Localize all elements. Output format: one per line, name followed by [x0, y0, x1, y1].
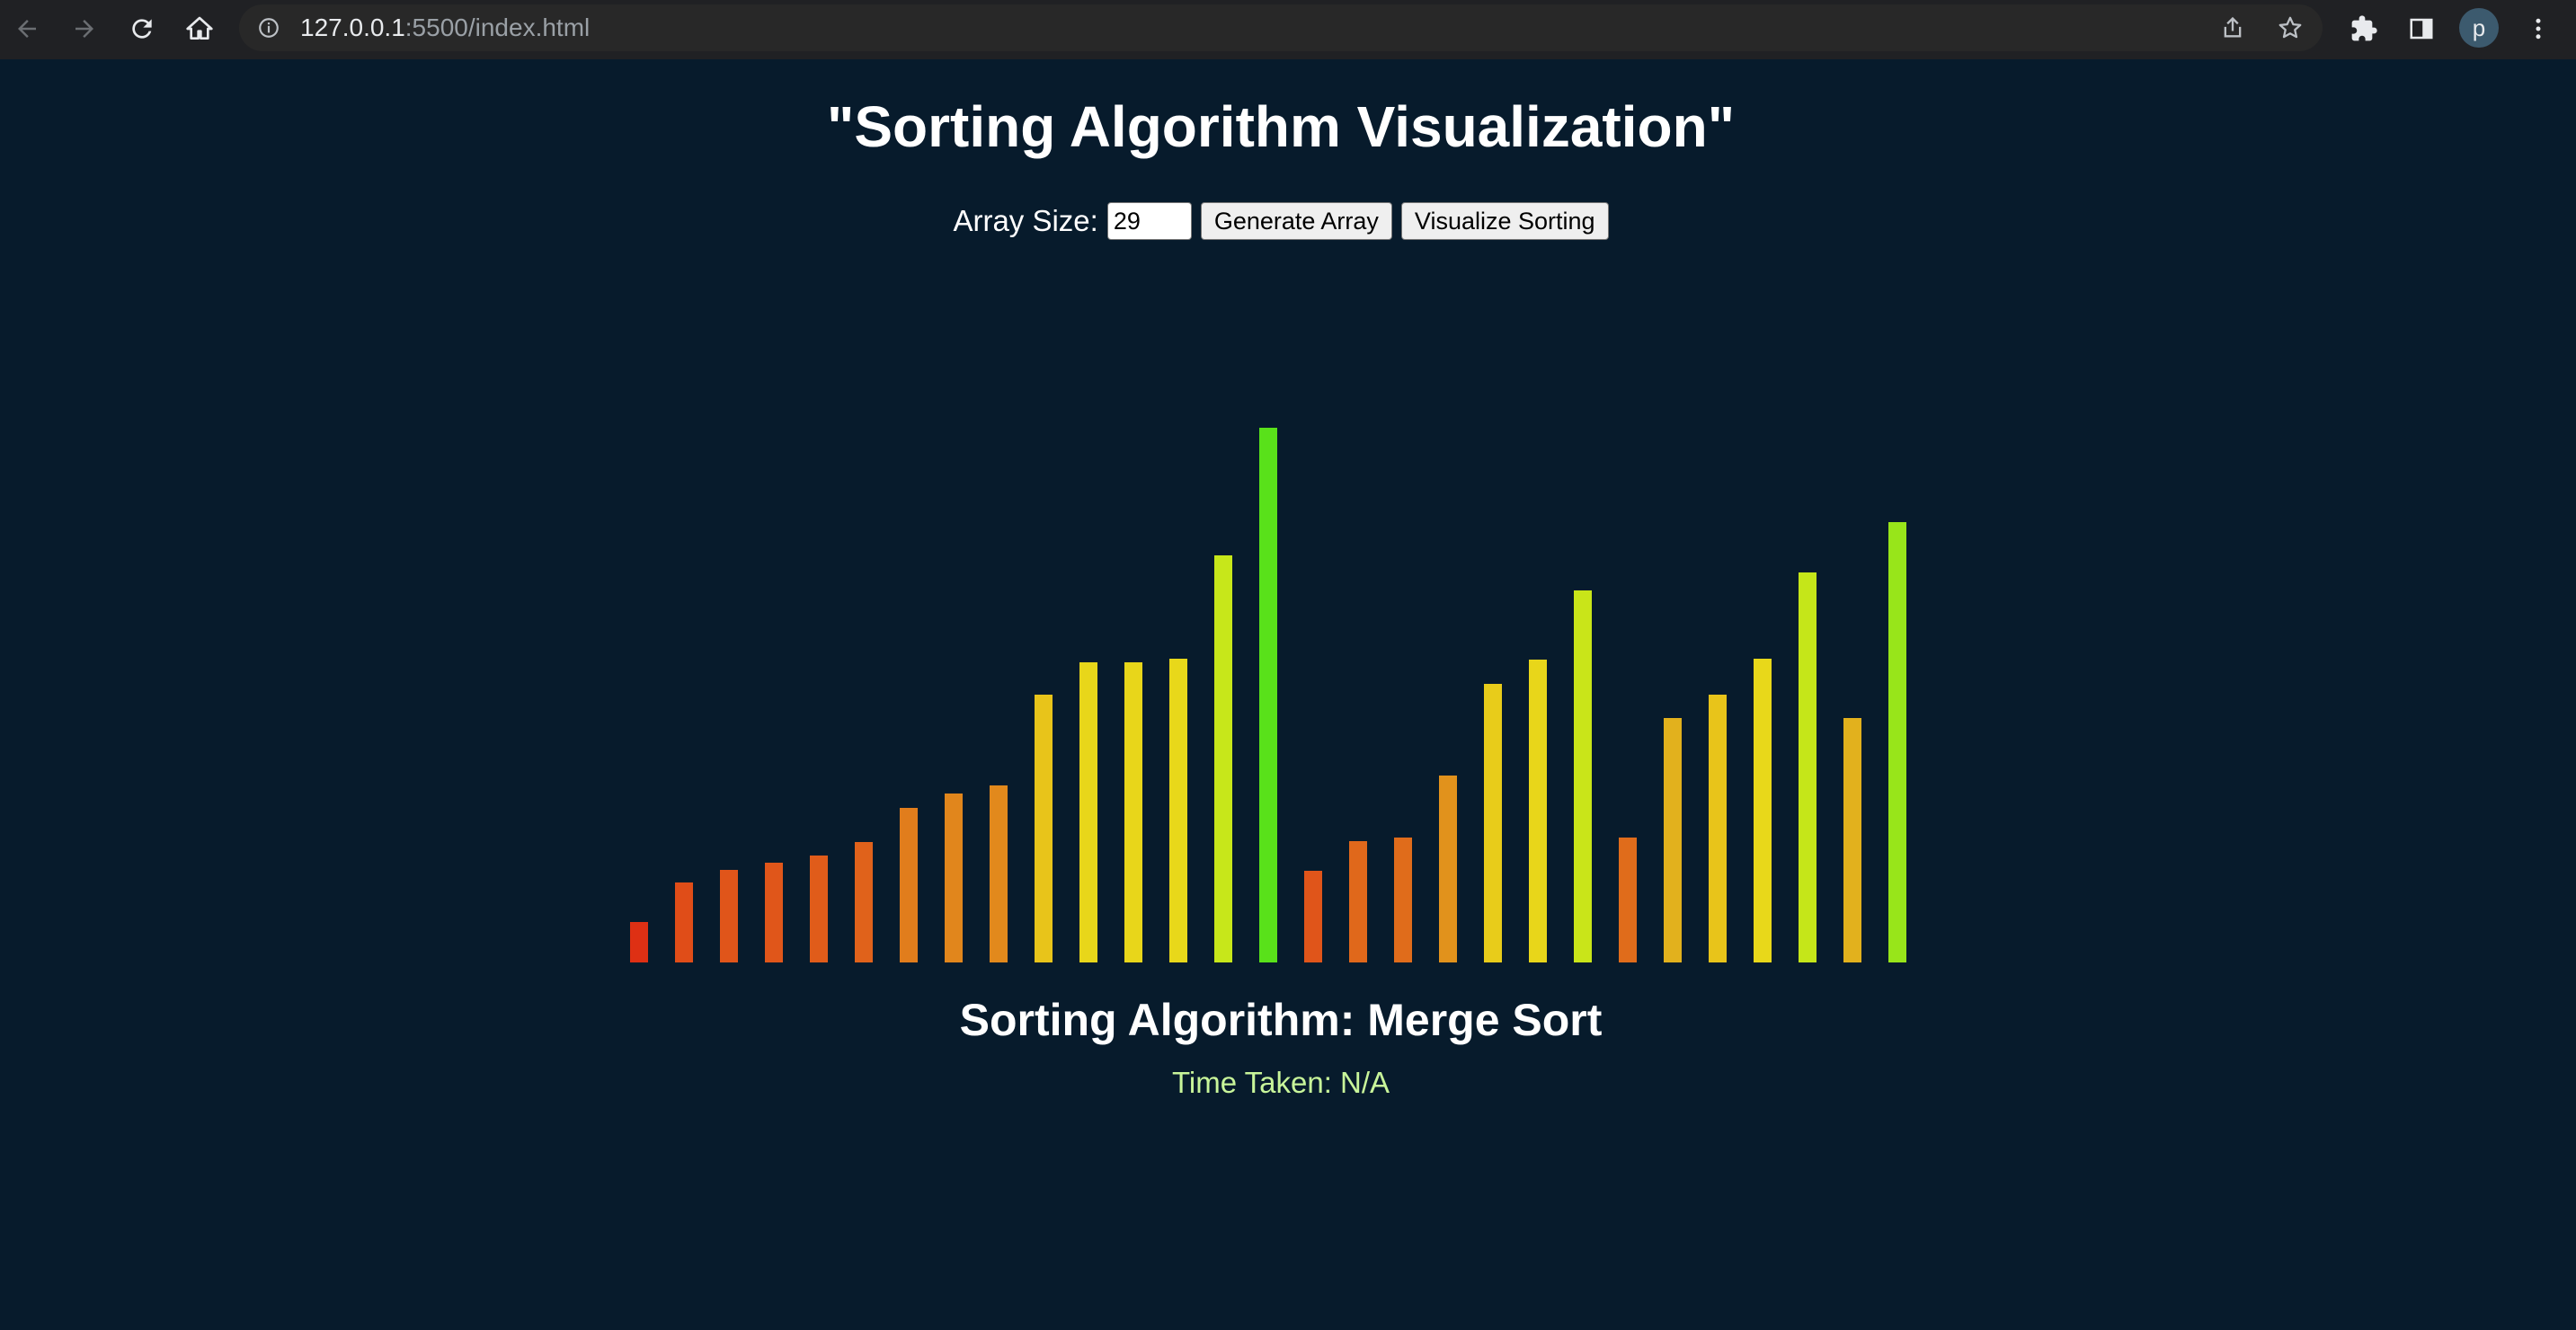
star-icon	[2278, 16, 2302, 39]
url-path: :5500/index.html	[404, 13, 591, 41]
home-button[interactable]	[180, 9, 219, 49]
array-bar	[720, 870, 738, 962]
puzzle-icon	[2351, 15, 2377, 41]
side-panel-icon	[2410, 18, 2433, 40]
visualize-sorting-button[interactable]: Visualize Sorting	[1400, 202, 1609, 240]
array-bar	[1619, 838, 1637, 962]
reload-icon	[132, 19, 152, 39]
site-info-icon[interactable]	[257, 16, 280, 40]
array-bar	[1214, 555, 1232, 962]
array-bar	[1843, 718, 1861, 962]
share-button[interactable]	[2218, 13, 2247, 42]
array-bar	[675, 882, 693, 962]
bar-chart	[0, 59, 2576, 1330]
share-icon	[2224, 16, 2242, 38]
array-bar	[810, 856, 828, 962]
array-bar	[1304, 871, 1322, 962]
array-bar	[1035, 695, 1053, 962]
array-bar	[765, 863, 783, 962]
address-bar[interactable]: 127.0.0.1:5500/index.html	[239, 4, 2323, 51]
array-bar	[990, 785, 1008, 962]
array-bar	[855, 842, 873, 962]
url-host: 127.0.0.1	[300, 13, 405, 41]
array-bar	[1664, 718, 1682, 962]
array-bar	[630, 922, 648, 962]
forward-button[interactable]	[65, 9, 104, 49]
array-bar	[1394, 838, 1412, 962]
array-bar	[1799, 572, 1817, 962]
forward-arrow-icon	[76, 20, 93, 38]
array-bar	[1349, 841, 1367, 962]
profile-avatar[interactable]: p	[2459, 8, 2499, 48]
array-bar	[1574, 590, 1592, 962]
browser-toolbar: 127.0.0.1:5500/index.html p	[0, 0, 2576, 59]
array-bar	[1169, 659, 1187, 962]
array-bar	[1709, 695, 1727, 962]
array-bar	[1259, 428, 1277, 962]
extensions-button[interactable]	[2346, 11, 2382, 47]
url-text: 127.0.0.1:5500/index.html	[300, 4, 590, 51]
generate-array-button[interactable]: Generate Array	[1200, 202, 1392, 240]
array-bar	[1888, 522, 1906, 962]
array-bar	[900, 808, 918, 962]
home-icon	[186, 16, 213, 40]
browser-menu-button[interactable]	[2520, 11, 2556, 47]
controls-bar: Array Size: Generate Array Visualize Sor…	[0, 202, 2562, 240]
time-taken: Time Taken: N/A	[1171, 1066, 1390, 1099]
array-bar	[1484, 684, 1502, 962]
array-bar	[1439, 776, 1457, 962]
array-bar	[1754, 659, 1772, 962]
page-content: "Sorting Algorithm Visualization" Array …	[0, 59, 2576, 1330]
bookmark-button[interactable]	[2276, 13, 2305, 42]
array-bar	[945, 794, 963, 962]
array-size-input[interactable]	[1106, 202, 1192, 240]
array-bar	[1079, 662, 1097, 962]
array-bar	[1124, 662, 1142, 962]
page-title: "Sorting Algorithm Visualization"	[826, 94, 1736, 159]
array-bar	[1529, 660, 1547, 962]
back-button[interactable]	[7, 9, 47, 49]
more-vertical-icon	[2536, 18, 2541, 40]
side-panel-button[interactable]	[2403, 11, 2439, 47]
array-size-label: Array Size:	[953, 204, 1098, 237]
back-arrow-icon	[18, 20, 36, 38]
algorithm-name: Sorting Algorithm: Merge Sort	[959, 995, 1603, 1045]
reload-button[interactable]	[122, 9, 162, 49]
